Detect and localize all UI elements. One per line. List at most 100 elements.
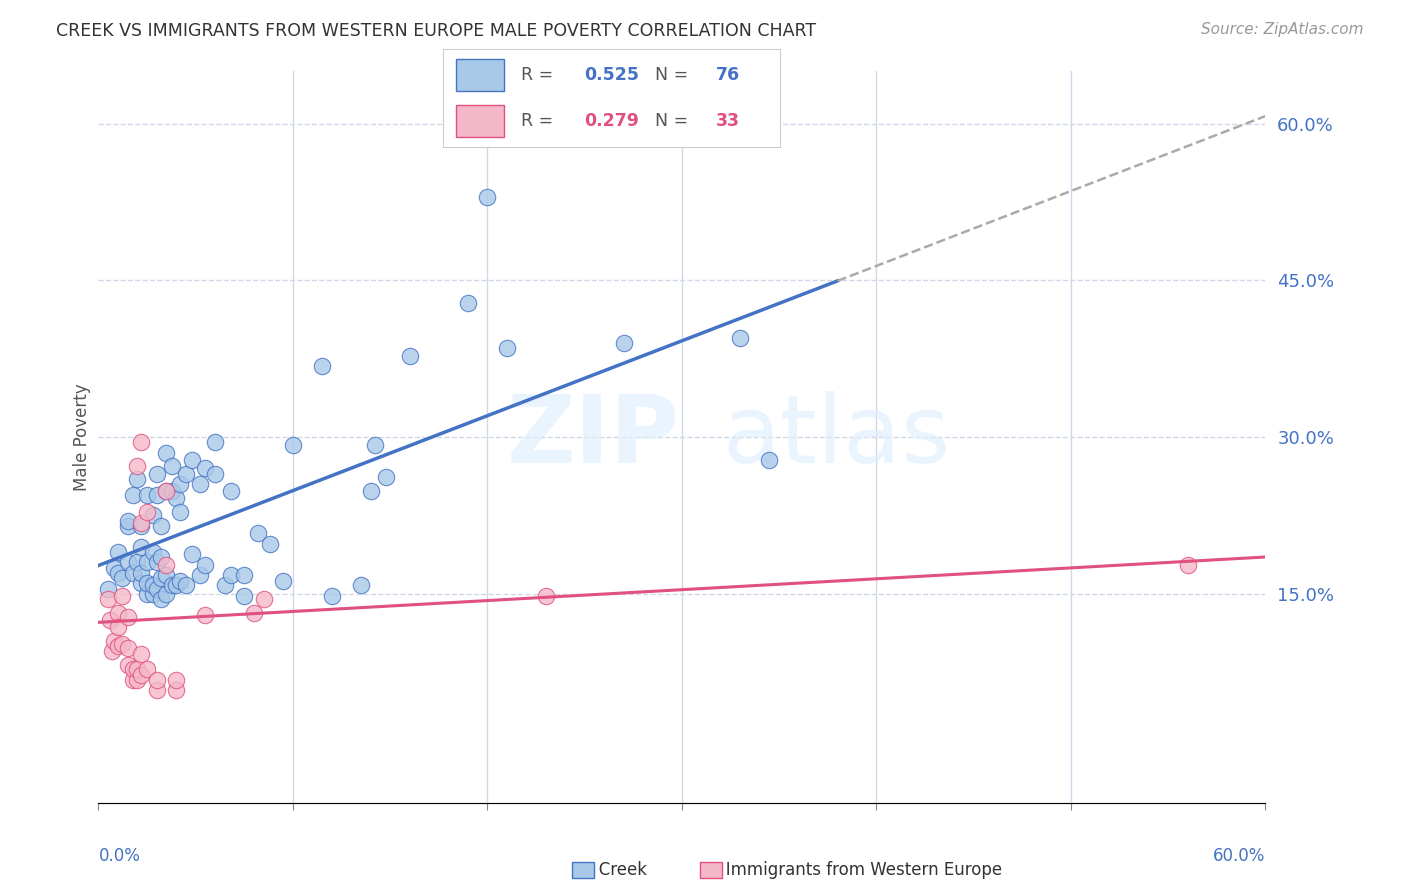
Point [457, 296, 479, 310]
Point [180, 547, 202, 561]
Text: 0.0%: 0.0% [98, 847, 141, 864]
Point [149, 550, 172, 565]
Point [194, 461, 217, 475]
Text: Immigrants from Western Europe: Immigrants from Western Europe [710, 861, 1002, 879]
Point [127, 459, 149, 474]
Point [204, 467, 226, 481]
Point [136, 556, 159, 570]
Point [107, 620, 129, 634]
Text: atlas: atlas [723, 391, 950, 483]
Point [194, 558, 217, 572]
Point [101, 644, 124, 658]
Point [281, 438, 304, 452]
Point [107, 639, 129, 653]
Point [169, 574, 191, 589]
Point [155, 484, 177, 499]
Text: 60.0%: 60.0% [1213, 847, 1265, 864]
Point [495, 341, 517, 355]
Text: CREEK VS IMMIGRANTS FROM WESTERN EUROPE MALE POVERTY CORRELATION CHART: CREEK VS IMMIGRANTS FROM WESTERN EUROPE … [56, 22, 817, 40]
Point [188, 568, 211, 582]
Point [169, 477, 191, 491]
Point [103, 633, 125, 648]
Point [107, 566, 129, 580]
Point [149, 519, 172, 533]
Point [534, 589, 557, 603]
Point [127, 556, 149, 570]
Text: 0.525: 0.525 [585, 66, 640, 84]
Point [122, 487, 145, 501]
Point [233, 568, 256, 582]
Point [127, 662, 149, 676]
Point [214, 578, 236, 592]
Point [136, 505, 159, 519]
Point [174, 467, 197, 481]
Point [111, 571, 134, 585]
Text: R =: R = [520, 66, 558, 84]
Point [136, 587, 159, 601]
Point [136, 662, 159, 676]
Point [117, 657, 139, 672]
FancyBboxPatch shape [700, 862, 723, 878]
Point [146, 582, 169, 596]
Point [155, 587, 177, 601]
Point [127, 673, 149, 687]
Point [146, 487, 169, 501]
Point [117, 519, 139, 533]
Point [149, 592, 172, 607]
Point [1177, 558, 1199, 572]
Point [127, 472, 149, 486]
Point [180, 453, 202, 467]
Text: ZIP: ZIP [506, 391, 679, 483]
Point [129, 516, 152, 530]
Point [146, 556, 169, 570]
Text: Creek: Creek [583, 861, 648, 879]
Text: 33: 33 [716, 112, 740, 130]
Point [165, 578, 187, 592]
Point [758, 453, 780, 467]
Point [122, 673, 145, 687]
Point [136, 576, 159, 591]
Point [155, 558, 177, 572]
Point [97, 582, 120, 596]
Point [311, 359, 333, 373]
Point [103, 560, 125, 574]
Point [375, 470, 398, 484]
Point [219, 484, 242, 499]
Point [246, 526, 269, 541]
Point [219, 568, 242, 582]
Point [243, 606, 266, 620]
Text: R =: R = [520, 112, 558, 130]
Point [194, 607, 217, 622]
Point [146, 467, 169, 481]
Point [155, 568, 177, 582]
Point [117, 514, 139, 528]
Point [129, 519, 152, 533]
Point [146, 682, 169, 697]
Point [117, 556, 139, 570]
Point [165, 682, 187, 697]
Point [162, 459, 184, 474]
Point [271, 574, 294, 589]
FancyBboxPatch shape [572, 862, 593, 878]
Point [142, 587, 165, 601]
Point [129, 668, 152, 682]
Point [129, 576, 152, 591]
Point [107, 545, 129, 559]
Text: N =: N = [655, 66, 695, 84]
Point [253, 592, 276, 607]
Text: Source: ZipAtlas.com: Source: ZipAtlas.com [1201, 22, 1364, 37]
Text: 76: 76 [716, 66, 741, 84]
Point [122, 662, 145, 676]
Point [142, 508, 165, 523]
Point [188, 477, 211, 491]
Point [259, 536, 281, 550]
Point [155, 446, 177, 460]
Point [169, 505, 191, 519]
Y-axis label: Male Poverty: Male Poverty [73, 384, 91, 491]
Point [142, 545, 165, 559]
Point [360, 484, 382, 499]
Point [174, 578, 197, 592]
Point [97, 592, 120, 607]
Point [162, 484, 184, 499]
Point [122, 566, 145, 580]
